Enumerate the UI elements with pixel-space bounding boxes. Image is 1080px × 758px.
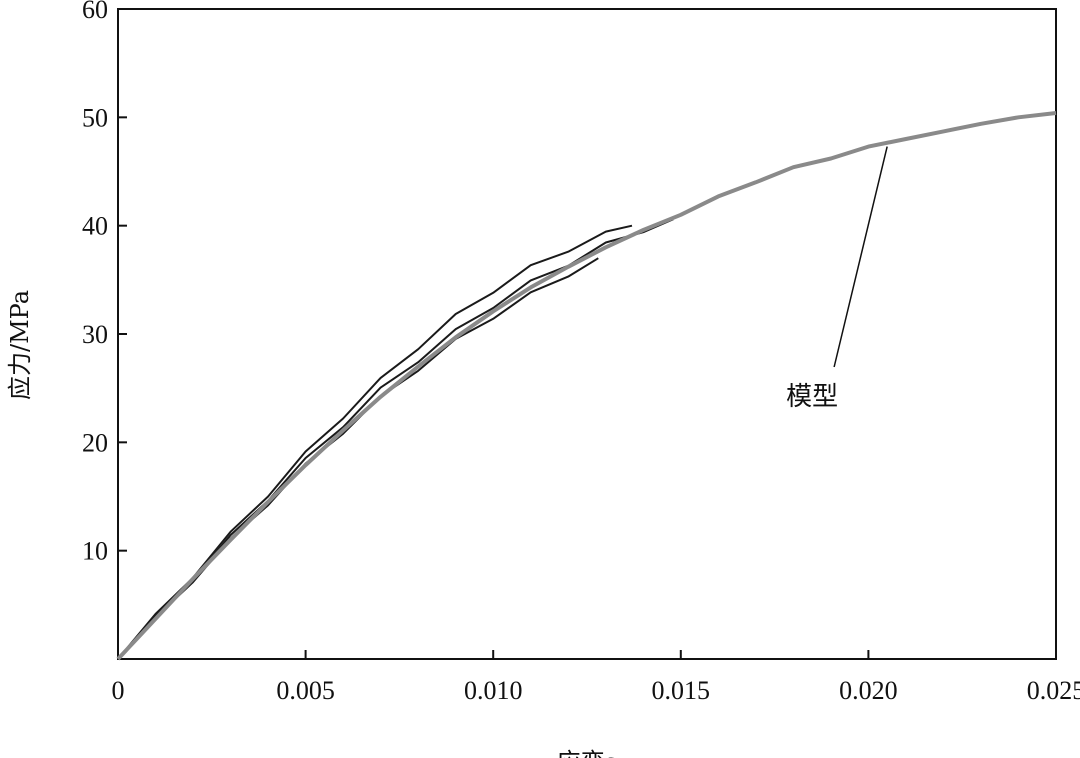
experiment-series-line xyxy=(117,218,674,660)
y-axis-title: 应力/MPa xyxy=(6,290,34,400)
experiment-series-line xyxy=(117,224,633,660)
experiment-series-line xyxy=(117,257,599,660)
x-tick-label: 0.025 xyxy=(1027,676,1080,705)
annotation-leader-line xyxy=(833,146,888,368)
axis-ticks: 0 0.005 0.010 0.015 0.020 0.025 10 20 30 40 50 60 xyxy=(82,0,1080,705)
y-tick-label: 40 xyxy=(82,212,108,241)
x-tick-label: 0.005 xyxy=(276,676,335,705)
model-annotation-label: 模型 xyxy=(786,382,838,412)
model-series-line xyxy=(116,111,1057,661)
y-tick-label: 10 xyxy=(82,537,108,566)
y-tick-label: 30 xyxy=(82,320,108,349)
x-tick-label: 0.015 xyxy=(652,676,711,705)
x-axis-title: 应变ε xyxy=(557,748,617,758)
y-tick-label: 60 xyxy=(82,0,108,24)
x-tick-label: 0 xyxy=(112,676,125,705)
x-tick-label: 0.020 xyxy=(839,676,898,705)
y-tick-label: 50 xyxy=(82,103,108,132)
series-layer xyxy=(116,111,1057,661)
y-tick-label: 20 xyxy=(82,428,108,457)
x-tick-label: 0.010 xyxy=(464,676,523,705)
plot-frame xyxy=(117,8,1057,660)
annotation-layer: 模型 xyxy=(786,146,888,412)
